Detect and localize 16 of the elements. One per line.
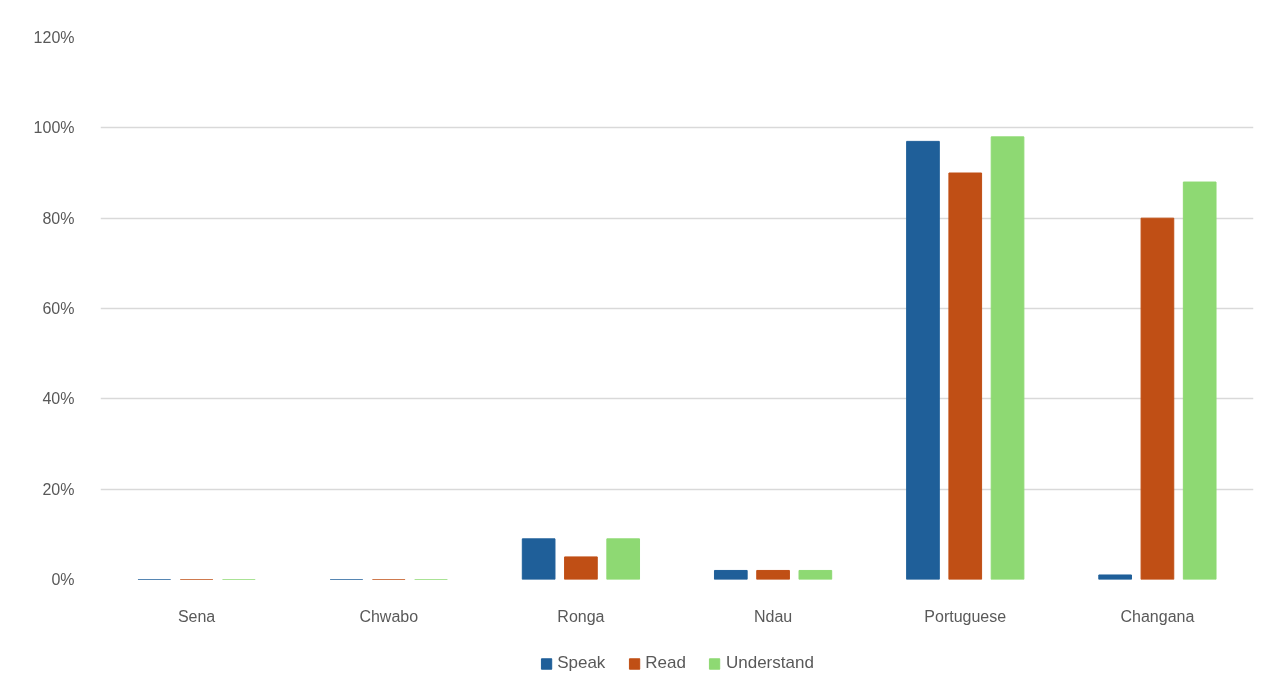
x-tick-label: Ndau [753,607,793,625]
x-tick-label: Sena [177,607,216,625]
y-tick-label: 80% [42,209,75,227]
x-tick-label: Portuguese [924,607,1007,625]
y-tick-label: 40% [42,390,75,408]
x-tick-label: Chwabo [359,607,419,625]
legend-label: Speak [557,653,606,673]
y-tick-label: 60% [42,300,75,317]
y-tick-label: 0% [51,571,75,588]
legend-label: Read [645,653,686,673]
x-tick-label: Changana [1120,607,1195,625]
y-tick-label: 120% [33,29,75,46]
legend-label: Understand [725,653,814,673]
x-tick-label: Ronga [557,607,605,625]
y-tick-label: 100% [33,119,75,137]
y-tick-label: 20% [42,480,75,498]
